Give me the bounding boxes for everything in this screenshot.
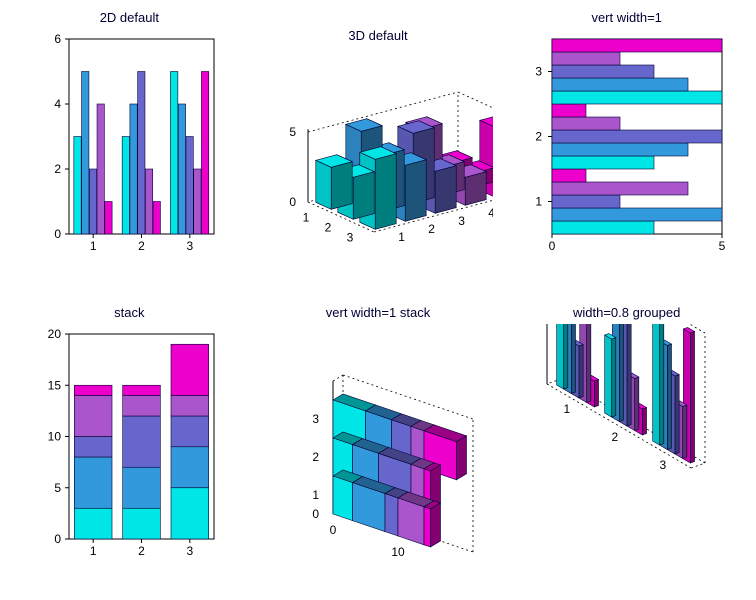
svg-text:0: 0 <box>55 227 62 241</box>
svg-text:6: 6 <box>55 32 62 46</box>
svg-text:10: 10 <box>391 545 405 559</box>
svg-text:5: 5 <box>55 481 62 495</box>
svg-text:3: 3 <box>187 239 194 253</box>
panel-vert-stack: vert width=1 stack 010201230 <box>259 305 498 590</box>
svg-text:1: 1 <box>90 239 97 253</box>
svg-text:0: 0 <box>330 523 337 537</box>
svg-text:3: 3 <box>347 230 354 244</box>
svg-text:4: 4 <box>55 97 62 111</box>
svg-text:4: 4 <box>488 206 493 220</box>
chart-vert-stack: 010201230 <box>263 324 493 564</box>
svg-text:1: 1 <box>535 195 542 209</box>
title-vert-width1: vert width=1 <box>591 10 661 25</box>
svg-text:1: 1 <box>90 544 97 558</box>
svg-text:2: 2 <box>312 450 319 464</box>
panel-stack: stack 0 5 10 15 20 1 2 3 <box>10 305 249 590</box>
svg-text:5: 5 <box>718 239 725 253</box>
title-stack: stack <box>114 305 144 320</box>
svg-text:2: 2 <box>535 130 542 144</box>
title-2d-default: 2D default <box>100 10 159 25</box>
svg-text:3: 3 <box>458 214 465 228</box>
svg-text:2: 2 <box>55 162 62 176</box>
svg-text:2: 2 <box>428 222 435 236</box>
svg-text:20: 20 <box>48 327 62 341</box>
svg-text:0: 0 <box>312 507 319 521</box>
svg-text:1: 1 <box>303 210 310 224</box>
svg-text:0: 0 <box>55 532 62 546</box>
svg-text:1: 1 <box>312 488 319 502</box>
svg-text:0: 0 <box>548 239 555 253</box>
panel-vert-width1: vert width=1 0 5 1 2 3 <box>507 10 746 295</box>
svg-text:3: 3 <box>312 412 319 426</box>
chart-3d-default: 0512312345 <box>263 47 493 267</box>
svg-text:0: 0 <box>289 195 296 209</box>
title-vert-stack: vert width=1 stack <box>326 305 430 320</box>
svg-text:2: 2 <box>138 239 145 253</box>
svg-text:3: 3 <box>659 458 666 472</box>
chart-stack: 0 5 10 15 20 1 2 3 <box>34 324 224 564</box>
svg-text:2: 2 <box>325 220 332 234</box>
svg-text:15: 15 <box>48 378 62 392</box>
chart-2d-default: 0 2 4 6 1 2 3 <box>34 29 224 259</box>
panel-width08-grouped: width=0.8 grouped 5321 <box>507 305 746 590</box>
svg-text:2: 2 <box>138 544 145 558</box>
svg-text:1: 1 <box>563 402 570 416</box>
svg-text:3: 3 <box>535 65 542 79</box>
title-width08-grouped: width=0.8 grouped <box>573 305 680 320</box>
panel-2d-default: 2D default 0 2 4 6 1 2 3 <box>10 10 249 295</box>
title-3d-default: 3D default <box>348 28 407 43</box>
svg-text:1: 1 <box>398 230 405 244</box>
svg-text:3: 3 <box>187 544 194 558</box>
chart-vert-width1: 0 5 1 2 3 <box>522 29 732 259</box>
panel-3d-default: 3D default 0512312345 <box>259 10 498 295</box>
chart-grid: 2D default 0 2 4 6 1 2 3 3D default 0 5 1 2 3 1 2 3 4 5… <box>10 10 746 590</box>
svg-text:5: 5 <box>289 125 296 139</box>
svg-text:2: 2 <box>611 430 618 444</box>
svg-text:10: 10 <box>48 430 62 444</box>
chart-width08-grouped: 5321 <box>512 324 742 564</box>
